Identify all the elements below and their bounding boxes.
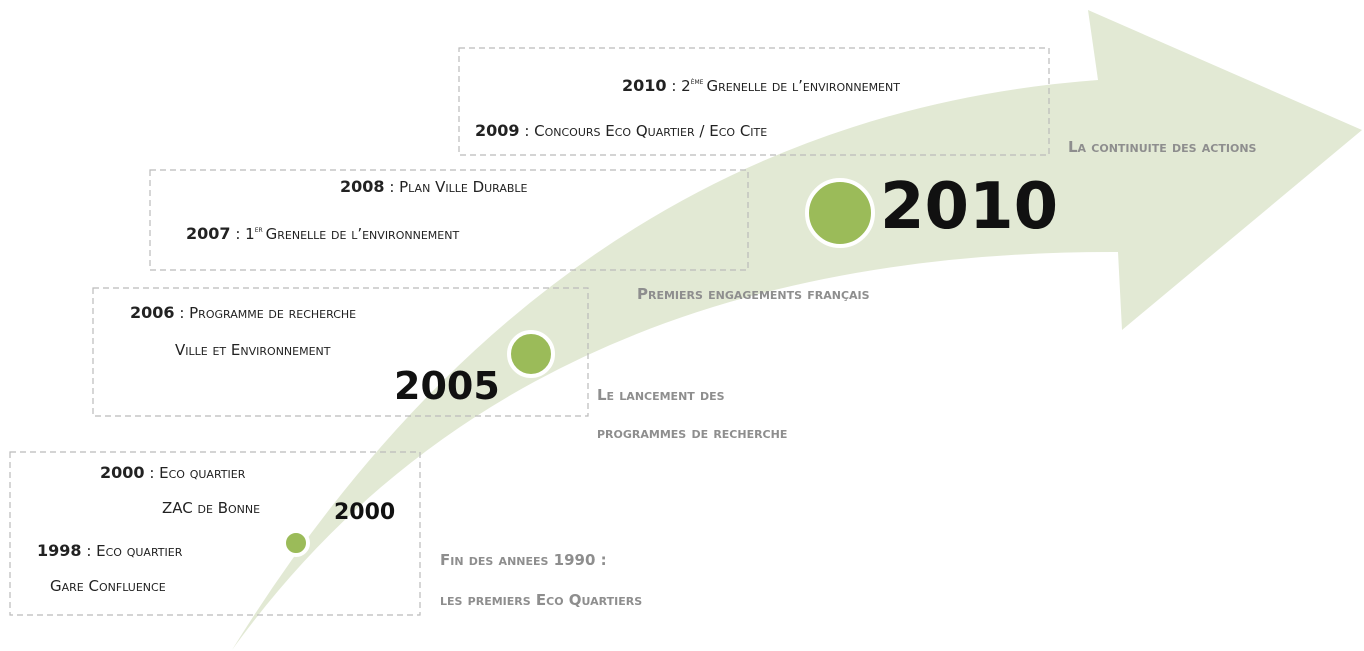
entry-text: : Eco quartier [86, 542, 183, 560]
year: 2009 [475, 121, 520, 140]
box [149, 169, 749, 271]
box [458, 47, 1050, 156]
milestone-year: 2005 [394, 364, 500, 408]
year: 2006 [130, 303, 175, 322]
arrow-label: La continuite des actions [1068, 138, 1257, 156]
entry-text: Ville et Environnement [175, 341, 331, 359]
milestone-dot [805, 178, 875, 248]
entry: 1998 : Eco quartier [37, 541, 182, 560]
box [92, 287, 589, 417]
milestone-dot [282, 529, 310, 557]
caption: les premiers Eco Quartiers [440, 591, 643, 609]
year: 2010 [622, 76, 667, 95]
year: 2008 [340, 177, 385, 196]
superscript: ème [690, 77, 704, 86]
entry-text: : 2 [671, 77, 691, 95]
milestone-year: 2000 [334, 500, 396, 525]
year: 2000 [100, 463, 145, 482]
entry: 2007 : 1er Grenelle de l’environnement [186, 224, 459, 243]
entry: 2008 : Plan Ville Durable [340, 177, 528, 196]
entry-text: : Concours Eco Quartier / Eco Cite [524, 122, 768, 140]
entry-text: : Eco quartier [149, 464, 246, 482]
year: 1998 [37, 541, 82, 560]
caption: Fin des annees 1990 : [440, 551, 607, 569]
milestone-year: 2010 [880, 170, 1059, 244]
box [9, 451, 421, 616]
entry-text: : 1 [235, 225, 255, 243]
entry-text: Grenelle de l’environnement [706, 77, 900, 95]
caption: programmes de recherche [597, 424, 788, 442]
milestone-dot [507, 330, 555, 378]
entry-text: Gare Confluence [50, 577, 166, 595]
caption: Le lancement des [597, 386, 725, 404]
arrow [232, 10, 1362, 650]
entry-text: Grenelle de l’environnement [265, 225, 460, 243]
superscript: er [254, 225, 263, 234]
entry-text: : Plan Ville Durable [389, 178, 528, 196]
year: 2007 [186, 224, 231, 243]
entry-text: : Programme de recherche [179, 304, 357, 322]
caption: Premiers engagements français [637, 285, 870, 303]
entry: 2006 : Programme de recherche [130, 303, 356, 322]
entry-text: ZAC de Bonne [162, 499, 261, 517]
entry: 2000 : Eco quartier [100, 463, 245, 482]
entry: 2010 : 2ème Grenelle de l’environnement [622, 76, 900, 95]
entry: 2009 : Concours Eco Quartier / Eco Cite [475, 121, 767, 140]
